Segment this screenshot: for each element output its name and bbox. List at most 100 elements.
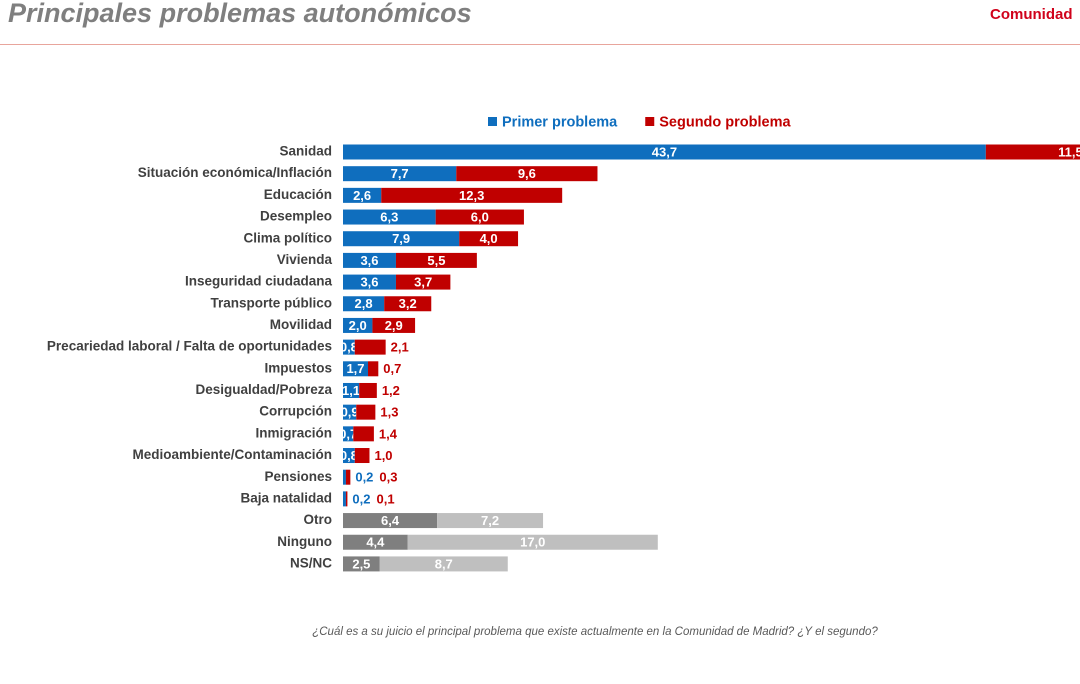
footnote: ¿Cuál es a su juicio el principal proble… <box>312 626 878 638</box>
bar-segment <box>353 426 374 442</box>
value-label: 6,3 <box>380 209 398 224</box>
bar-segment <box>343 426 354 442</box>
category-label: Movilidad <box>270 317 332 332</box>
category-label: Ninguno <box>277 534 332 549</box>
category-label: Precariedad laboral / Falta de oportunid… <box>47 339 332 354</box>
legend-swatch <box>645 117 655 126</box>
bar-segment <box>343 513 438 529</box>
legend-swatch <box>488 117 497 126</box>
value-label: 12,3 <box>459 188 484 203</box>
value-label: 2,6 <box>353 188 371 203</box>
value-label: 4,4 <box>366 535 385 550</box>
value-label: 2,9 <box>385 318 403 333</box>
bar-segment <box>437 513 544 529</box>
header-rule <box>0 44 1080 45</box>
value-label: 0,8 <box>340 448 358 463</box>
bar-segment <box>435 209 524 225</box>
logo: Comunidad <box>990 6 1073 23</box>
value-label: 17,0 <box>520 535 545 550</box>
category-label: Clima político <box>243 230 332 245</box>
bar-segment <box>368 361 379 377</box>
bar-segment <box>459 231 519 247</box>
value-label: 1,7 <box>346 361 364 376</box>
bar-segment <box>343 382 360 398</box>
value-label: 4,0 <box>480 231 498 246</box>
value-label: 1,1 <box>342 383 360 398</box>
value-label: 1,3 <box>380 405 398 420</box>
value-label: 43,7 <box>652 144 677 159</box>
value-label: 3,6 <box>360 253 378 268</box>
category-label: Desempleo <box>260 209 332 224</box>
bar-segment <box>354 339 386 355</box>
bar-segment <box>343 166 457 182</box>
category-label: Baja natalidad <box>240 490 332 505</box>
category-label: Medioambiente/Contaminación <box>132 447 332 462</box>
bar-segment <box>359 382 377 398</box>
value-label: 0,2 <box>352 491 370 506</box>
value-label: 0,7 <box>339 426 357 441</box>
value-label: 3,7 <box>414 275 432 290</box>
bar-segment <box>343 469 346 485</box>
bar-segment <box>343 144 986 160</box>
category-label: Inmigración <box>255 425 332 440</box>
bar-segment <box>343 252 396 268</box>
bar-segment <box>343 209 436 225</box>
bar-segment <box>343 317 373 333</box>
bar-segment <box>395 252 477 268</box>
bar-segment <box>354 448 370 464</box>
value-label: 8,7 <box>435 556 453 571</box>
bar-segment <box>343 448 355 464</box>
value-label: 6,0 <box>471 209 489 224</box>
slide-title: Principales problemas autonómicos <box>8 0 472 28</box>
bar-segment <box>985 144 1080 160</box>
value-label: 2,8 <box>355 296 373 311</box>
bar-segment <box>372 317 416 333</box>
value-label: 0,1 <box>376 491 394 506</box>
value-label: 3,2 <box>399 296 417 311</box>
value-label: 6,4 <box>381 513 400 528</box>
category-label: Transporte público <box>210 295 332 310</box>
bar-segment <box>407 534 658 550</box>
category-label: Otro <box>304 512 333 527</box>
bar-segment <box>456 166 598 182</box>
category-label: Sanidad <box>279 144 332 159</box>
value-label: 1,4 <box>379 426 398 441</box>
bar-segment <box>356 404 376 420</box>
value-label: 1,2 <box>382 383 400 398</box>
category-label: NS/NC <box>290 555 332 570</box>
value-label: 7,2 <box>481 513 499 528</box>
value-label: 2,0 <box>349 318 367 333</box>
bar-segment <box>345 469 351 485</box>
value-label: 7,7 <box>391 166 409 181</box>
bar-segment <box>343 296 385 312</box>
value-label: 9,6 <box>518 166 536 181</box>
category-label: Vivienda <box>277 252 333 267</box>
value-label: 7,9 <box>392 231 410 246</box>
bar-segment <box>343 187 382 203</box>
value-label: 11,5 <box>1058 144 1080 159</box>
category-label: Educación <box>264 187 332 202</box>
bar-segment <box>343 491 346 507</box>
bar-segment <box>395 274 451 290</box>
bar-segment <box>381 187 563 203</box>
value-label: 3,6 <box>360 275 378 290</box>
value-label: 0,8 <box>340 340 358 355</box>
legend-label: Primer problema <box>502 114 618 130</box>
value-label: 2,1 <box>391 340 409 355</box>
value-label: 5,5 <box>427 253 445 268</box>
value-label: 0,9 <box>341 405 359 420</box>
category-label: Situación económica/Inflación <box>138 165 332 180</box>
bar-segment <box>343 534 408 550</box>
category-label: Impuestos <box>264 360 332 375</box>
bar-segment <box>343 339 355 355</box>
value-label: 2,5 <box>352 556 370 571</box>
bar-segment <box>345 491 348 507</box>
bar-segment <box>343 556 380 572</box>
bar-segment <box>379 556 508 572</box>
category-label: Pensiones <box>264 469 332 484</box>
bar-segment <box>343 404 357 420</box>
value-label: 1,0 <box>374 448 392 463</box>
value-label: 0,3 <box>379 470 397 485</box>
